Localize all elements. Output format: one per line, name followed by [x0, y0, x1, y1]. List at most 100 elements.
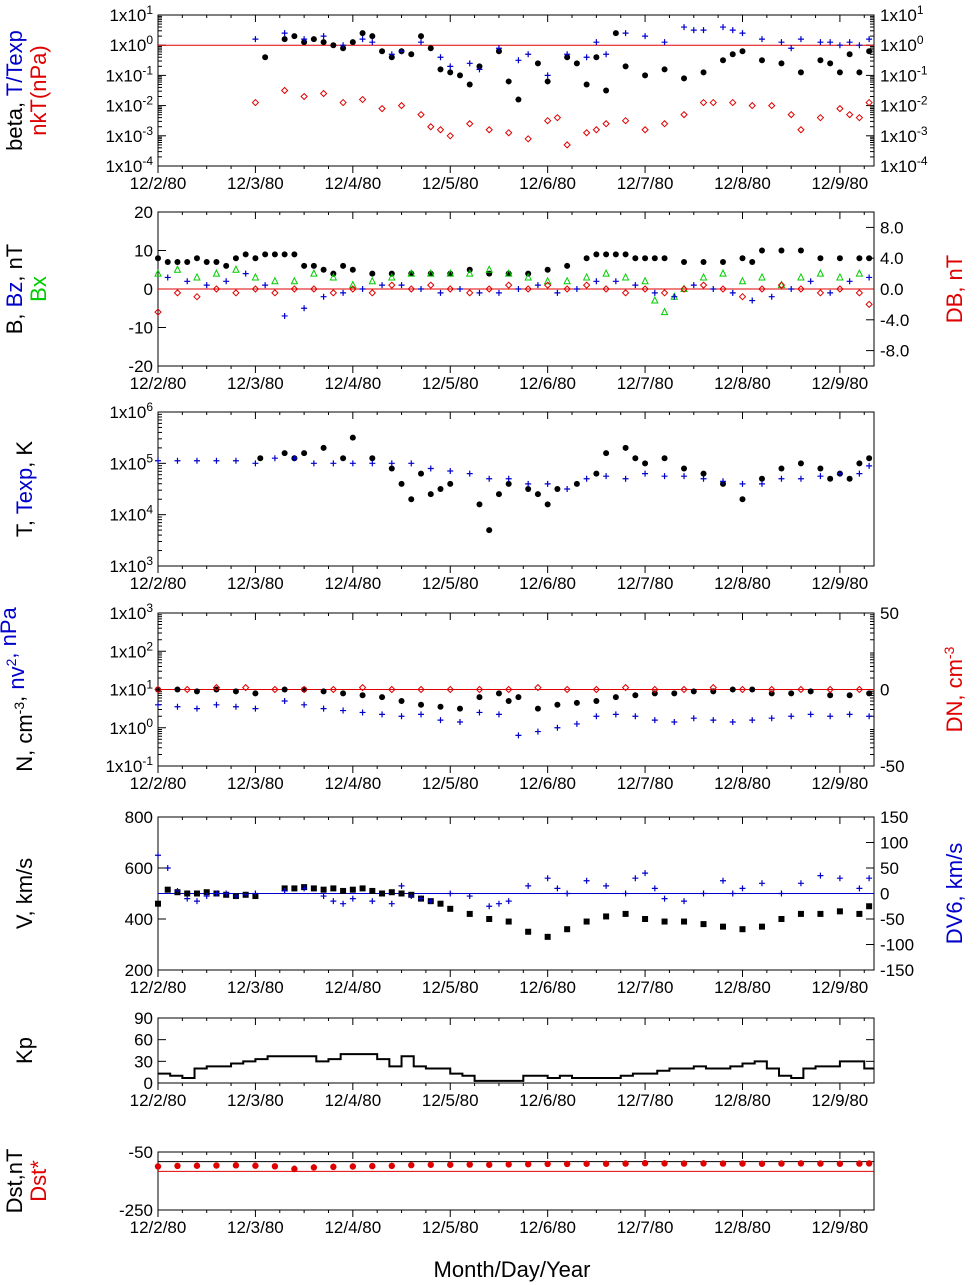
- data-point: [398, 480, 405, 487]
- data-point: [437, 703, 444, 710]
- data-point: [554, 289, 561, 296]
- data-point: [524, 135, 532, 143]
- data-point: [856, 1160, 863, 1167]
- data-point: [739, 1160, 746, 1167]
- data-point: [807, 278, 814, 285]
- data-point: [681, 75, 688, 82]
- y-tick-label: 1x10-4: [105, 154, 153, 176]
- data-point: [398, 890, 405, 897]
- data-point: [543, 116, 552, 125]
- data-point: [359, 692, 366, 699]
- data-point: [544, 480, 551, 487]
- data-point: [758, 247, 765, 254]
- data-point: [437, 289, 444, 296]
- data-point: [642, 916, 649, 922]
- data-point: [524, 1160, 532, 1168]
- data-point: [213, 259, 220, 266]
- data-point: [407, 268, 416, 277]
- right-tick-label: 4.0: [880, 249, 904, 268]
- y-tick-label: 1x100: [109, 716, 153, 738]
- data-point: [797, 475, 804, 482]
- data-point: [661, 66, 668, 73]
- data-point: [690, 688, 697, 695]
- data-point: [807, 688, 814, 695]
- x-tick-label: 12/6/80: [519, 774, 576, 793]
- data-point: [544, 78, 551, 85]
- data-point: [524, 285, 532, 293]
- right-tick-label: 100: [880, 834, 908, 853]
- data-point: [758, 57, 765, 64]
- x-tick-label: 12/9/80: [812, 374, 869, 393]
- data-point: [427, 281, 435, 289]
- data-point: [632, 455, 639, 462]
- data-point: [359, 709, 366, 716]
- data-point: [642, 72, 649, 79]
- data-point: [174, 686, 181, 693]
- data-point: [826, 685, 834, 694]
- data-point: [710, 688, 717, 695]
- data-point: [203, 893, 210, 900]
- data-point: [213, 686, 220, 693]
- data-point: [505, 697, 512, 704]
- data-point: [271, 455, 278, 462]
- data-point: [583, 918, 590, 925]
- data-point: [397, 101, 406, 110]
- data-point: [797, 1160, 805, 1167]
- data-point: [388, 51, 395, 58]
- data-point: [534, 282, 541, 289]
- x-tick-label: 12/6/80: [519, 174, 576, 193]
- right-tick-label: -50: [880, 910, 905, 929]
- data-point: [436, 126, 445, 134]
- data-point: [476, 66, 483, 73]
- data-point: [681, 473, 688, 480]
- data-point: [476, 709, 483, 716]
- data-point: [495, 289, 502, 296]
- data-point: [710, 717, 717, 724]
- data-point: [340, 900, 347, 907]
- data-point: [641, 1160, 649, 1167]
- right-tick-label: -150: [880, 961, 914, 980]
- data-point: [340, 690, 347, 697]
- data-point: [856, 69, 863, 76]
- data-point: [651, 289, 658, 296]
- data-point: [582, 281, 591, 289]
- right-tick-label: 1x101: [880, 3, 924, 25]
- data-point: [388, 685, 396, 694]
- data-point: [193, 1162, 201, 1169]
- data-point: [739, 48, 746, 55]
- panel-velocity: 12/2/80 12/3/80 12/4/80 12/5/80 12/6/80 12/7/…: [12, 808, 967, 997]
- y-axis-label: T, Texp, K: [12, 441, 37, 538]
- data-point: [534, 705, 541, 712]
- y-tick-label: -250: [119, 1201, 153, 1220]
- data-point: [213, 1162, 220, 1169]
- data-point: [720, 877, 727, 884]
- data-point: [583, 877, 590, 884]
- x-tick-label: 12/6/80: [519, 978, 576, 997]
- data-point: [515, 694, 522, 701]
- data-point: [330, 885, 337, 892]
- data-point: [622, 30, 629, 37]
- data-point: [427, 45, 434, 52]
- data-point: [622, 1160, 629, 1167]
- data-point: [719, 1160, 727, 1167]
- data-point: [856, 460, 863, 467]
- data-point: [398, 882, 405, 889]
- data-point: [252, 1162, 259, 1169]
- x-tick-label: 12/6/80: [519, 374, 576, 393]
- series-red: [154, 683, 864, 694]
- data-point: [827, 39, 834, 46]
- data-point: [369, 455, 376, 462]
- data-point: [554, 486, 561, 492]
- data-point: [495, 48, 502, 55]
- series-black: [155, 247, 873, 277]
- series-blue: [155, 455, 873, 492]
- data-point: [262, 282, 269, 289]
- data-point: [213, 701, 220, 708]
- data-point: [729, 51, 736, 58]
- data-point: [622, 910, 629, 917]
- data-point: [155, 457, 161, 464]
- data-point: [320, 39, 327, 46]
- data-point: [778, 39, 785, 46]
- data-point: [184, 278, 191, 285]
- data-point: [388, 1162, 395, 1170]
